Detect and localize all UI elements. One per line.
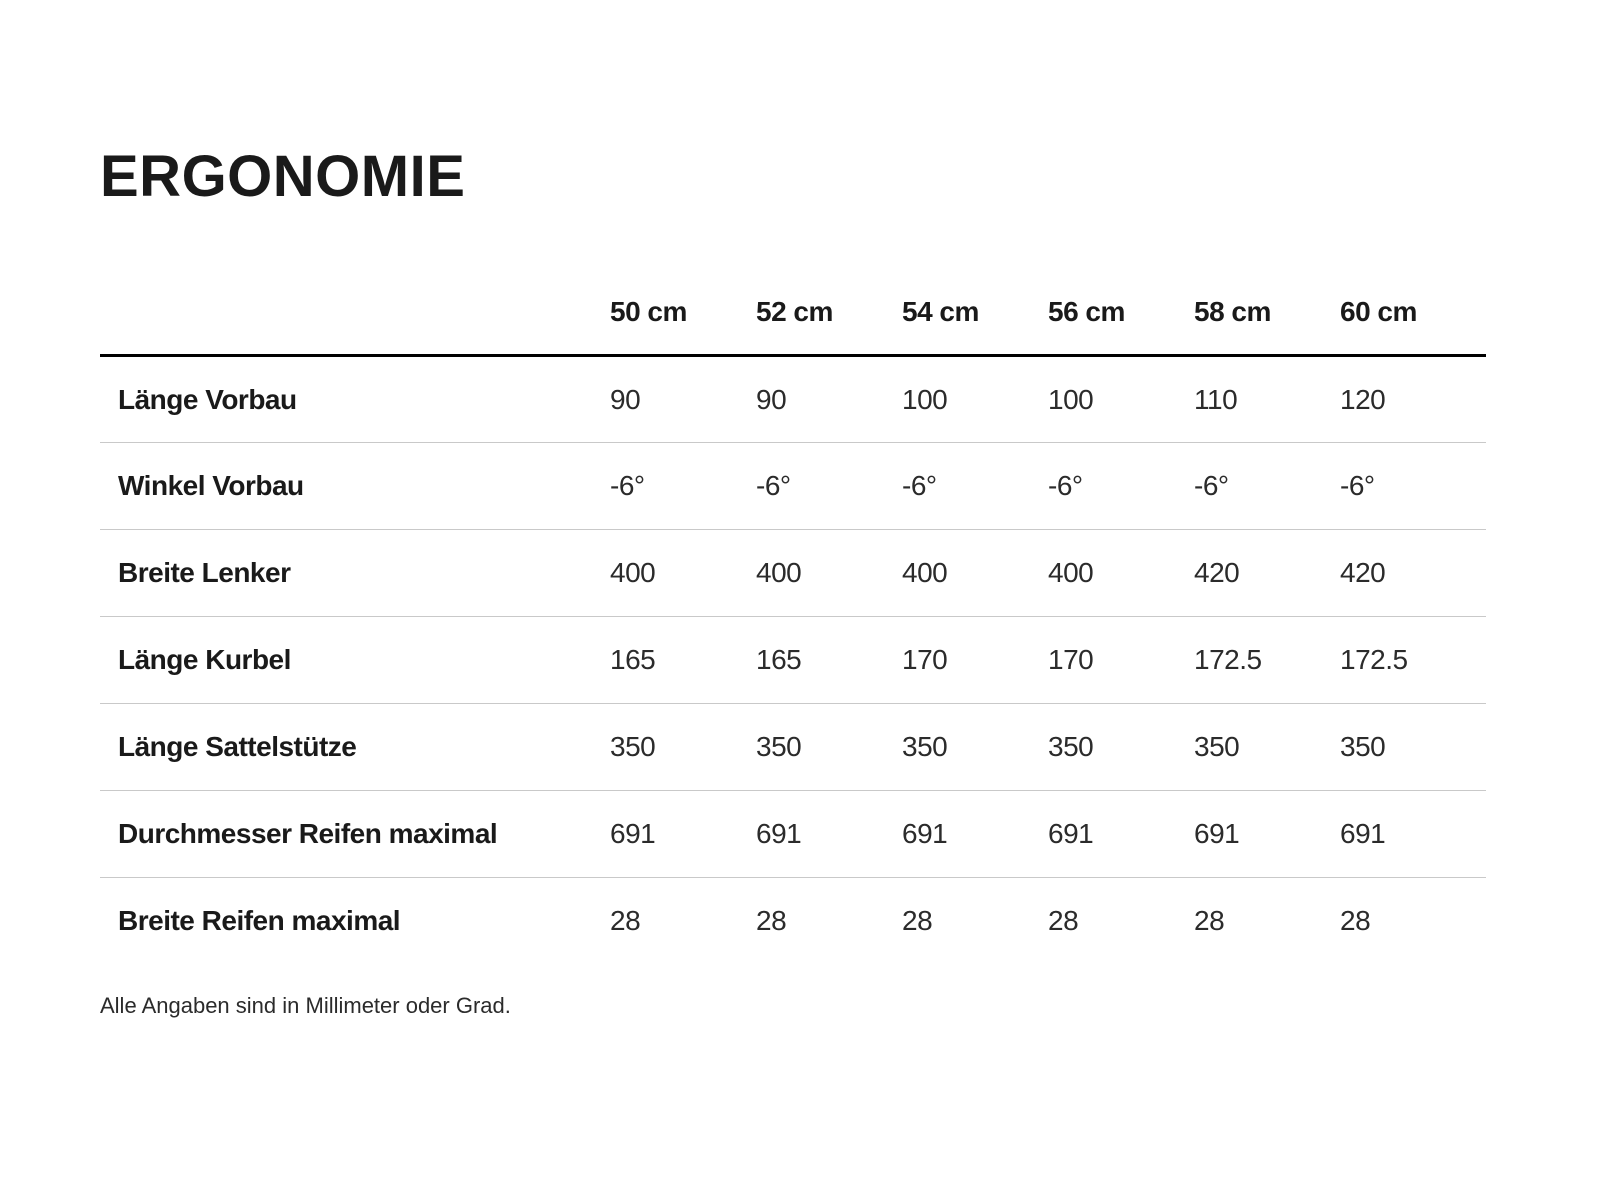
ergonomics-table: 50 cm 52 cm 54 cm 56 cm 58 cm 60 cm Läng…	[100, 296, 1486, 965]
column-header-56cm: 56 cm	[1048, 296, 1125, 327]
cell-value: 170	[902, 644, 948, 675]
cell-value: 90	[610, 383, 641, 415]
cell-value: 90	[756, 383, 787, 415]
cell-value: 691	[1048, 818, 1094, 849]
cell-value: 350	[756, 731, 802, 762]
table-row: Länge Kurbel 165 165 170 170 172.5 172.5	[100, 617, 1486, 704]
row-label: Länge Sattelstütze	[118, 731, 357, 762]
cell-value: 28	[1048, 905, 1079, 937]
cell-value: 400	[1048, 557, 1094, 588]
cell-value: 172.5	[1194, 644, 1262, 675]
table-header-row: 50 cm 52 cm 54 cm 56 cm 58 cm 60 cm	[100, 296, 1486, 356]
column-header-58cm: 58 cm	[1194, 296, 1271, 327]
cell-value: 28	[610, 905, 641, 937]
cell-value: 120	[1340, 383, 1386, 415]
cell-value: -6°	[902, 470, 937, 501]
page: ERGONOMIE 50 cm 52 cm 54 cm 56 cm 58 cm …	[100, 144, 1486, 1018]
cell-value: 100	[1048, 383, 1094, 415]
row-label: Breite Lenker	[118, 557, 291, 588]
column-header-52cm: 52 cm	[756, 296, 833, 327]
cell-value: 350	[610, 731, 656, 762]
cell-value: 100	[902, 383, 948, 415]
cell-value: 420	[1340, 557, 1386, 588]
table-row: Länge Sattelstütze 350 350 350 350 350 3…	[100, 704, 1486, 791]
cell-value: 28	[756, 905, 787, 937]
cell-value: -6°	[1340, 470, 1375, 501]
row-label: Durchmesser Reifen maximal	[118, 818, 498, 849]
cell-value: 350	[1340, 731, 1386, 762]
cell-value: 110	[1194, 383, 1238, 415]
row-label: Länge Vorbau	[118, 383, 297, 415]
cell-value: 691	[610, 818, 656, 849]
cell-value: 350	[1048, 731, 1094, 762]
cell-value: 691	[1340, 818, 1386, 849]
cell-value: 170	[1048, 644, 1094, 675]
cell-value: 691	[902, 818, 948, 849]
cell-value: 350	[902, 731, 948, 762]
cell-value: 28	[902, 905, 933, 937]
cell-value: -6°	[756, 470, 791, 501]
column-header-60cm: 60 cm	[1340, 296, 1417, 327]
cell-value: 420	[1194, 557, 1240, 588]
column-header-50cm: 50 cm	[610, 296, 687, 327]
column-header-54cm: 54 cm	[902, 296, 979, 327]
cell-value: 691	[756, 818, 802, 849]
cell-value: 165	[610, 644, 656, 675]
cell-value: 172.5	[1340, 644, 1408, 675]
cell-value: 400	[756, 557, 802, 588]
row-label: Länge Kurbel	[118, 644, 291, 675]
table-row: Breite Reifen maximal 28 28 28 28 28 28	[100, 878, 1486, 965]
cell-value: 400	[902, 557, 948, 588]
row-label: Winkel Vorbau	[118, 470, 304, 501]
page-title: ERGONOMIE	[100, 144, 466, 209]
table-row: Winkel Vorbau -6° -6° -6° -6° -6° -6°	[100, 443, 1486, 530]
cell-value: -6°	[1048, 470, 1083, 501]
table-row: Durchmesser Reifen maximal 691 691 691 6…	[100, 791, 1486, 878]
table-row: Länge Vorbau 90 90 100 100 110 120	[100, 356, 1486, 443]
cell-value: 691	[1194, 818, 1240, 849]
row-label: Breite Reifen maximal	[118, 905, 401, 937]
cell-value: 28	[1194, 905, 1225, 937]
cell-value: 350	[1194, 731, 1240, 762]
cell-value: -6°	[610, 470, 645, 501]
cell-value: 28	[1340, 905, 1371, 937]
table-row: Breite Lenker 400 400 400 400 420 420	[100, 530, 1486, 617]
cell-value: 400	[610, 557, 656, 588]
corner-cell	[100, 296, 610, 356]
units-footnote: Alle Angaben sind in Millimeter oder Gra…	[100, 992, 511, 1018]
cell-value: 165	[756, 644, 802, 675]
cell-value: -6°	[1194, 470, 1229, 501]
